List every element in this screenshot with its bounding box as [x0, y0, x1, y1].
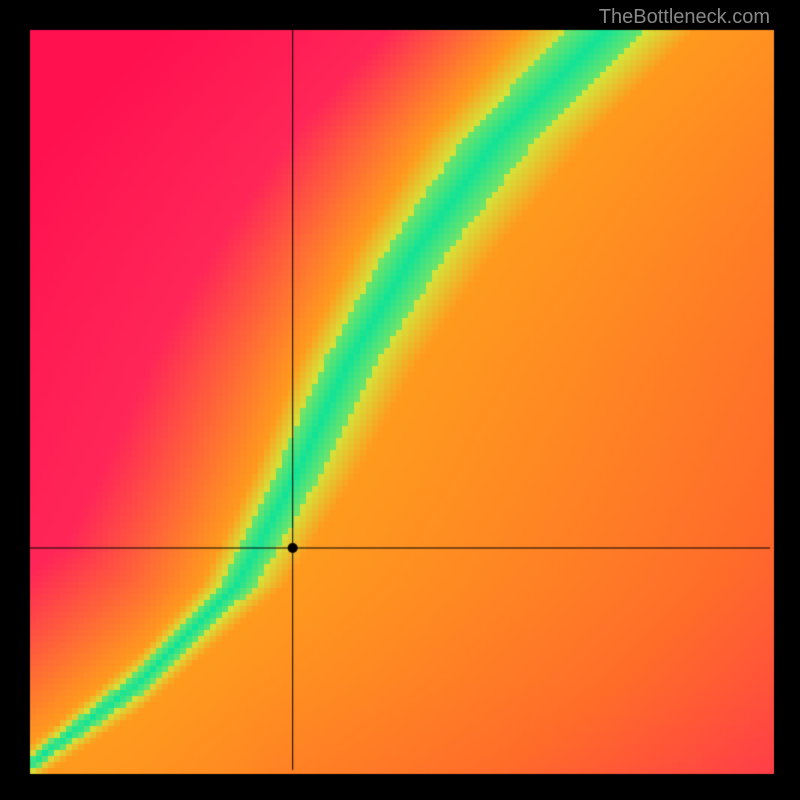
- chart-container: TheBottleneck.com: [0, 0, 800, 800]
- watermark-text: TheBottleneck.com: [599, 6, 770, 29]
- bottleneck-heatmap: [0, 0, 800, 800]
